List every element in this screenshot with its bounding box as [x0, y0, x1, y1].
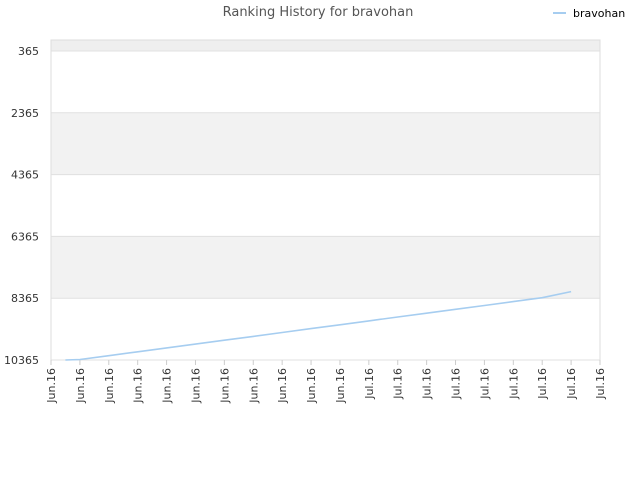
series-line-bravohan [65, 290, 572, 361]
x-tick-label: Jun.16 [218, 368, 231, 404]
y-tick-label: 2365 [11, 107, 39, 120]
plot-band [51, 51, 600, 113]
x-tick-label: Jul.16 [536, 368, 549, 400]
x-tick-label: Jun.16 [132, 368, 145, 404]
legend[interactable]: bravohan [553, 7, 625, 20]
x-tick-label: Jun.16 [189, 368, 202, 404]
legend-label-bravohan: bravohan [573, 7, 625, 20]
x-tick-label: Jul.16 [507, 368, 520, 400]
x-tick-label: Jun.16 [161, 368, 174, 404]
x-tick-label: Jul.16 [478, 368, 491, 400]
x-tick-label: Jul.16 [565, 368, 578, 400]
y-tick-label: 8365 [11, 292, 39, 305]
y-tick-label: 6365 [11, 230, 39, 243]
y-tick-label: 10365 [4, 354, 39, 367]
x-tick-label: Jun.16 [45, 368, 58, 404]
plot-band [51, 298, 600, 360]
x-tick-label: Jul.16 [450, 368, 463, 400]
plot-top-band [51, 40, 600, 51]
y-tick-label: 365 [18, 45, 39, 58]
x-tick-label: Jun.16 [103, 368, 116, 404]
x-tick-label: Jul.16 [363, 368, 376, 400]
chart-title: Ranking History for bravohan [223, 5, 414, 20]
x-tick-label: Jul.16 [421, 368, 434, 400]
x-tick-label: Jun.16 [247, 368, 260, 404]
x-tick-label: Jun.16 [334, 368, 347, 404]
x-tick-label: Jun.16 [305, 368, 318, 404]
x-tick-label: Jun.16 [74, 368, 87, 404]
y-tick-label: 4365 [11, 169, 39, 182]
x-tick-label: Jul.16 [392, 368, 405, 400]
plot-band [51, 174, 600, 237]
plot-band [51, 112, 600, 175]
plot-band [51, 236, 600, 299]
x-tick-label: Jul.16 [594, 368, 607, 400]
x-tick-label: Jun.16 [276, 368, 289, 404]
plot-area: 365 2365 4365 6365 8365 10365 Jun.16 Jun.16 Jun.… [4, 39, 607, 404]
